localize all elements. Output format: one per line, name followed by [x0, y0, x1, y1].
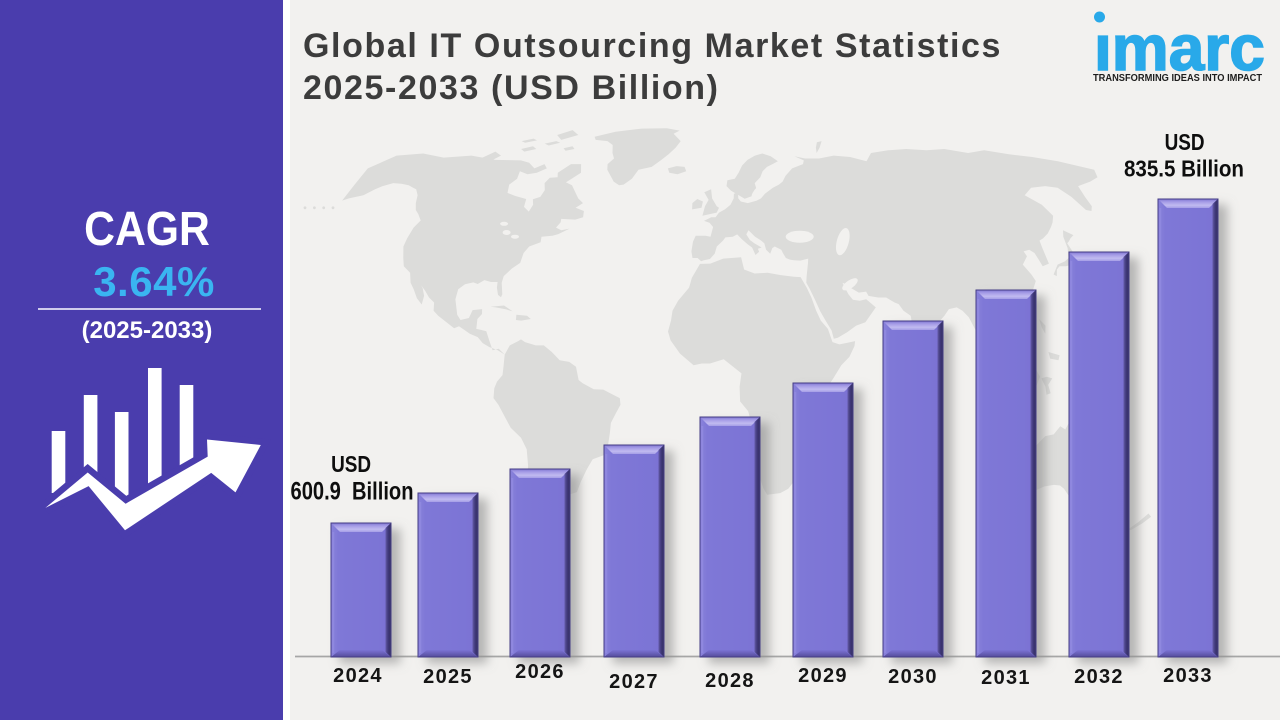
svg-text:ımarc: ımarc: [1094, 12, 1265, 84]
svg-text:2024: 2024: [333, 665, 383, 687]
svg-text:USD: USD: [1165, 129, 1205, 155]
svg-text:2032: 2032: [1074, 666, 1124, 688]
svg-text:2025: 2025: [423, 666, 473, 688]
svg-text:TRANSFORMING IDEAS INTO IMPACT: TRANSFORMING IDEAS INTO IMPACT: [1093, 73, 1263, 84]
svg-text:2026: 2026: [515, 661, 565, 683]
svg-text:2029: 2029: [798, 665, 848, 687]
svg-text:835.5 Billion: 835.5 Billion: [1124, 155, 1244, 181]
svg-text:2027: 2027: [609, 671, 659, 693]
svg-text:USD: USD: [331, 451, 371, 477]
svg-text:2031: 2031: [981, 667, 1031, 689]
svg-text:600.9 Billion: 600.9 Billion: [291, 478, 414, 506]
svg-text:2028: 2028: [705, 670, 755, 692]
svg-text:2033: 2033: [1163, 665, 1213, 687]
svg-text:2030: 2030: [888, 666, 938, 688]
